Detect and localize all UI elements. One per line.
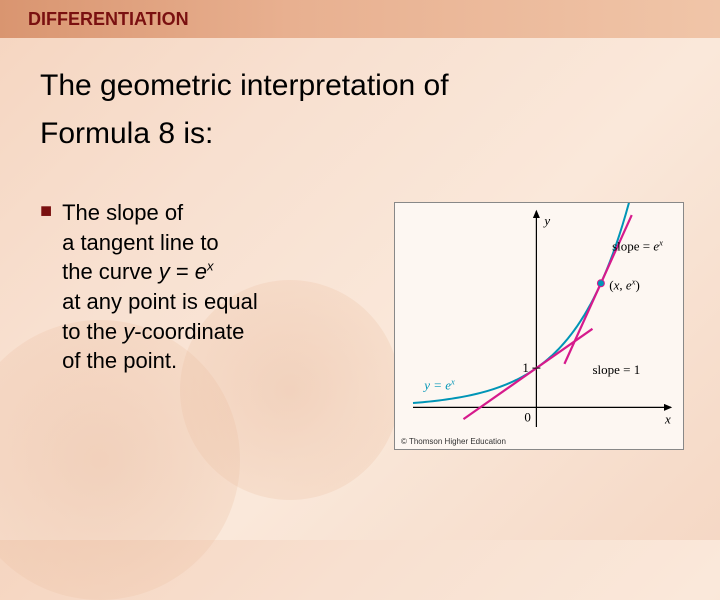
bullet-l6: of the point. [62,348,177,373]
bullet-l5-post: -coordinate [134,319,244,344]
bullet-block: ■ The slope of a tangent line to the cur… [40,198,680,376]
bullet-l2: a tangent line to [62,230,219,255]
bullet-l3-eq: = [170,259,195,284]
bullet-l3-x: x [207,259,214,274]
bullet-text: The slope of a tangent line to the curve… [62,198,332,376]
bullet-l5-pre: to the [62,319,123,344]
bullet-l5-y: y [123,319,134,344]
content-area: The geometric interpretation of Formula … [0,38,720,376]
bullet-l1: The slope of [62,200,183,225]
header-bar: DIFFERENTIATION [0,0,720,38]
bullet-l3-y: y [159,259,170,284]
bullet-l3-pre: the curve [62,259,159,284]
svg-text:y = ex: y = ex [422,377,455,393]
svg-text:x: x [664,411,671,426]
svg-text:0: 0 [524,409,531,424]
bullet-marker: ■ [40,200,52,376]
main-text-line1: The geometric interpretation of [40,62,680,110]
figure-copyright: © Thomson Higher Education [401,437,506,446]
bullet-l4: at any point is equal [62,289,258,314]
bullet-l3-e: e [195,259,207,284]
header-title: DIFFERENTIATION [28,9,189,30]
main-text-line2: Formula 8 is: [40,110,680,158]
